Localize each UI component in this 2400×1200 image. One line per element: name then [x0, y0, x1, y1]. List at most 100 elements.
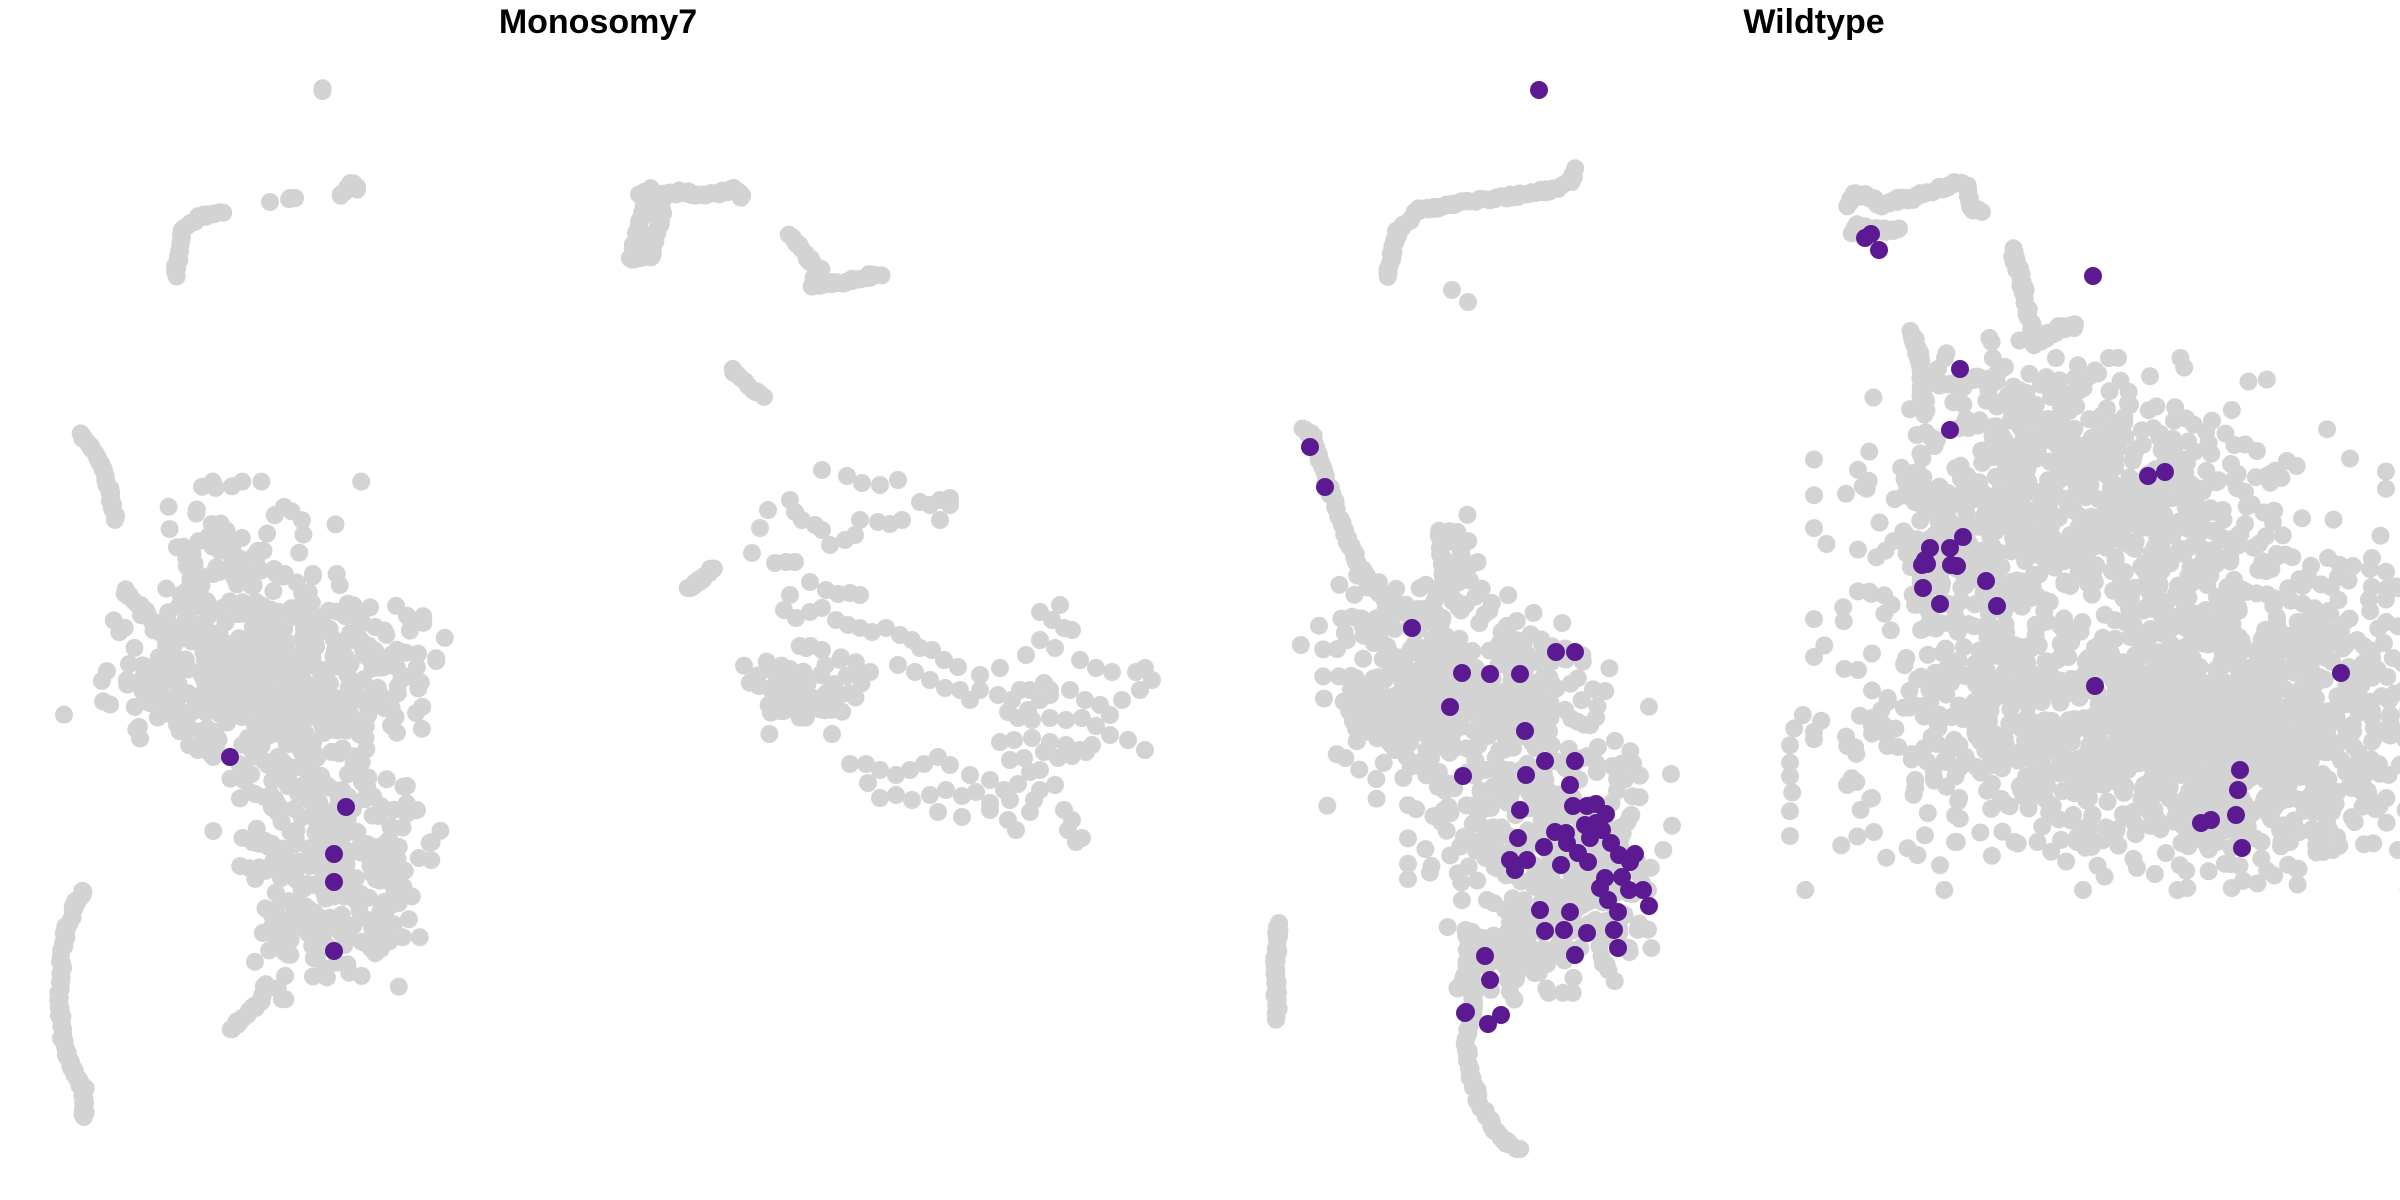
background-point	[294, 776, 313, 795]
background-point	[351, 631, 370, 650]
background-point	[245, 952, 264, 971]
background-point	[929, 803, 947, 821]
background-point	[2203, 738, 2222, 756]
background-point	[1420, 645, 1439, 664]
background-point	[1567, 873, 1586, 892]
background-point	[1624, 754, 1643, 773]
background-point	[394, 777, 413, 796]
background-point	[280, 757, 298, 776]
background-point	[2367, 660, 2386, 679]
background-point	[1405, 635, 1424, 653]
background-point	[1077, 743, 1095, 761]
background-point	[2377, 479, 2395, 498]
background-point	[1354, 649, 1373, 668]
background-point	[2287, 748, 2306, 767]
background-point	[2264, 787, 2283, 806]
background-point	[2033, 817, 2052, 836]
background-point	[2177, 861, 2196, 880]
background-point	[383, 895, 402, 914]
background-point	[1475, 819, 1494, 838]
background-point	[2341, 449, 2359, 468]
background-point	[971, 666, 989, 684]
background-point	[2361, 602, 2380, 621]
background-point	[276, 990, 295, 1009]
background-point	[2087, 727, 2106, 746]
background-point	[2182, 682, 2201, 701]
background-point	[704, 559, 723, 578]
background-point	[142, 663, 161, 682]
background-point	[264, 582, 283, 601]
background-point	[2145, 771, 2164, 790]
background-point	[1935, 881, 1954, 899]
background-point	[247, 550, 266, 569]
background-point	[1931, 856, 1949, 875]
background-point	[1563, 983, 1582, 1002]
background-point	[2057, 852, 2076, 871]
background-point	[2020, 792, 2039, 811]
background-point	[1851, 800, 1870, 819]
background-point	[760, 725, 779, 743]
background-point	[1063, 747, 1081, 765]
background-point	[1929, 359, 1947, 378]
highlight-point	[221, 748, 239, 766]
background-point	[1495, 726, 1514, 745]
background-point	[2317, 649, 2335, 668]
background-point	[1566, 159, 1585, 178]
background-point	[2229, 601, 2248, 620]
background-point	[1401, 733, 1419, 752]
background-point	[774, 702, 793, 721]
background-point	[1458, 681, 1477, 700]
background-point	[352, 472, 371, 491]
background-point	[359, 888, 378, 907]
background-point	[1001, 791, 1019, 809]
background-point	[832, 648, 850, 667]
background-point	[1071, 651, 1089, 669]
background-point	[1425, 731, 1444, 750]
background-point	[104, 611, 123, 630]
background-point	[315, 778, 334, 797]
background-point	[843, 272, 861, 290]
background-point	[55, 705, 73, 724]
background-point	[1971, 823, 1990, 842]
background-point	[1423, 715, 1442, 734]
background-point	[255, 831, 274, 850]
background-point	[290, 543, 309, 562]
background-point	[258, 698, 277, 717]
background-point	[316, 698, 335, 717]
background-point	[1796, 881, 1815, 899]
background-point	[1021, 681, 1039, 699]
background-point	[2036, 790, 2055, 809]
background-point	[195, 613, 214, 632]
background-point	[1347, 732, 1366, 751]
highlight-point	[325, 942, 343, 960]
background-point	[157, 641, 176, 660]
background-point	[2021, 739, 2040, 758]
background-point	[981, 771, 999, 789]
background-point	[321, 908, 340, 927]
background-point	[1467, 841, 1486, 860]
background-point	[409, 849, 428, 867]
background-point	[801, 573, 819, 591]
background-point	[299, 632, 318, 651]
background-point	[1468, 871, 1487, 890]
background-point	[2272, 832, 2291, 851]
background-point	[286, 830, 305, 849]
background-point	[1864, 823, 1883, 841]
background-point	[1336, 749, 1355, 767]
background-point	[1863, 681, 1881, 700]
highlight-point	[337, 798, 355, 816]
background-point	[1848, 827, 1867, 846]
background-point	[2261, 473, 2280, 492]
background-point	[2132, 789, 2151, 808]
background-point	[371, 658, 389, 677]
background-point	[177, 557, 196, 576]
background-point	[1426, 604, 1445, 623]
background-point	[352, 966, 371, 985]
background-point	[335, 706, 354, 725]
background-point	[1895, 470, 1914, 488]
background-point	[354, 670, 373, 689]
background-point	[2383, 649, 2400, 667]
background-point	[278, 924, 297, 942]
background-point	[1103, 663, 1121, 681]
background-point	[1399, 870, 1417, 889]
